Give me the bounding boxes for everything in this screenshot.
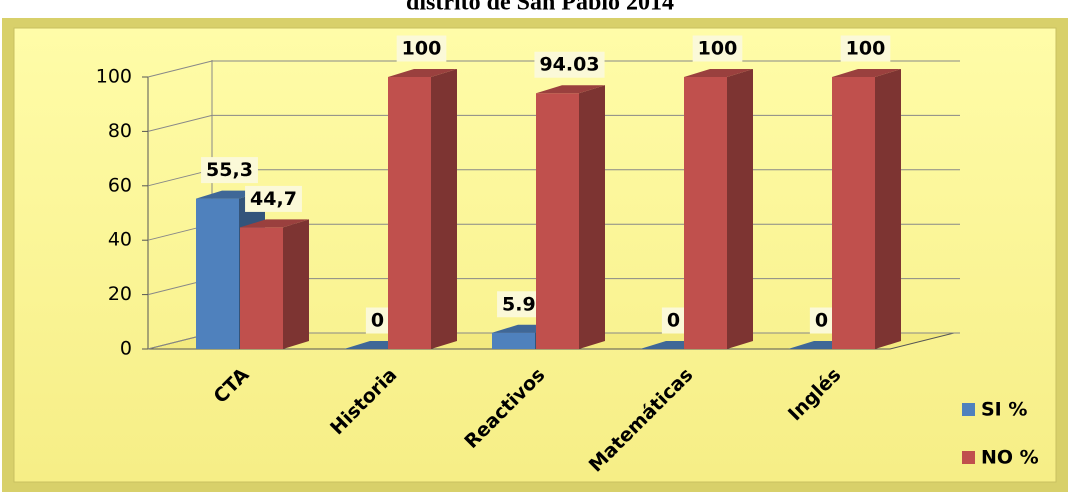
data-label: 0 [667,310,680,332]
data-label-box [840,35,891,62]
y-tick-label: 60 [108,174,132,196]
bar-top [832,69,901,77]
bar-top [388,69,457,77]
legend-swatch [962,403,975,416]
data-label: 100 [846,38,886,60]
bar-top [684,69,753,77]
bar [832,77,875,349]
data-label: 100 [402,38,442,60]
data-label: 94.03 [539,54,599,76]
data-label-box [201,157,258,184]
y-tick-label: 40 [108,229,132,251]
grid-line [147,114,213,132]
data-label: 55,3 [206,159,253,181]
grid-line [147,60,213,78]
legend-label: SI % [981,399,1027,421]
data-label-box [365,307,390,334]
legend-swatch [962,451,975,464]
data-label-box [534,51,605,78]
bar [684,77,727,349]
legend-label: NO % [981,447,1039,469]
bar [492,332,535,349]
bar [240,227,283,349]
bar-side [727,69,753,349]
chart-title: distrito de San Pablo 2014 [406,0,674,16]
y-tick-label: 20 [108,283,132,305]
data-label-box [661,307,686,334]
bar-top [536,85,605,94]
bar-top [240,219,309,228]
bar-side [579,85,605,349]
y-tick-label: 0 [120,338,132,360]
bar [388,77,431,349]
data-label: 0 [815,310,828,332]
y-tick-label: 80 [108,120,132,142]
bar [196,198,239,349]
bar-side [431,69,457,349]
bar-side [875,69,901,349]
data-label-box [809,307,834,334]
bar-side [283,219,309,349]
data-label: 100 [698,38,738,60]
data-label: 0 [371,310,384,332]
data-label-box [245,185,302,212]
data-label: 44,7 [250,188,297,210]
data-label-box [396,35,447,62]
y-tick-label: 100 [96,66,132,88]
bar [536,93,579,349]
data-label-box [692,35,743,62]
